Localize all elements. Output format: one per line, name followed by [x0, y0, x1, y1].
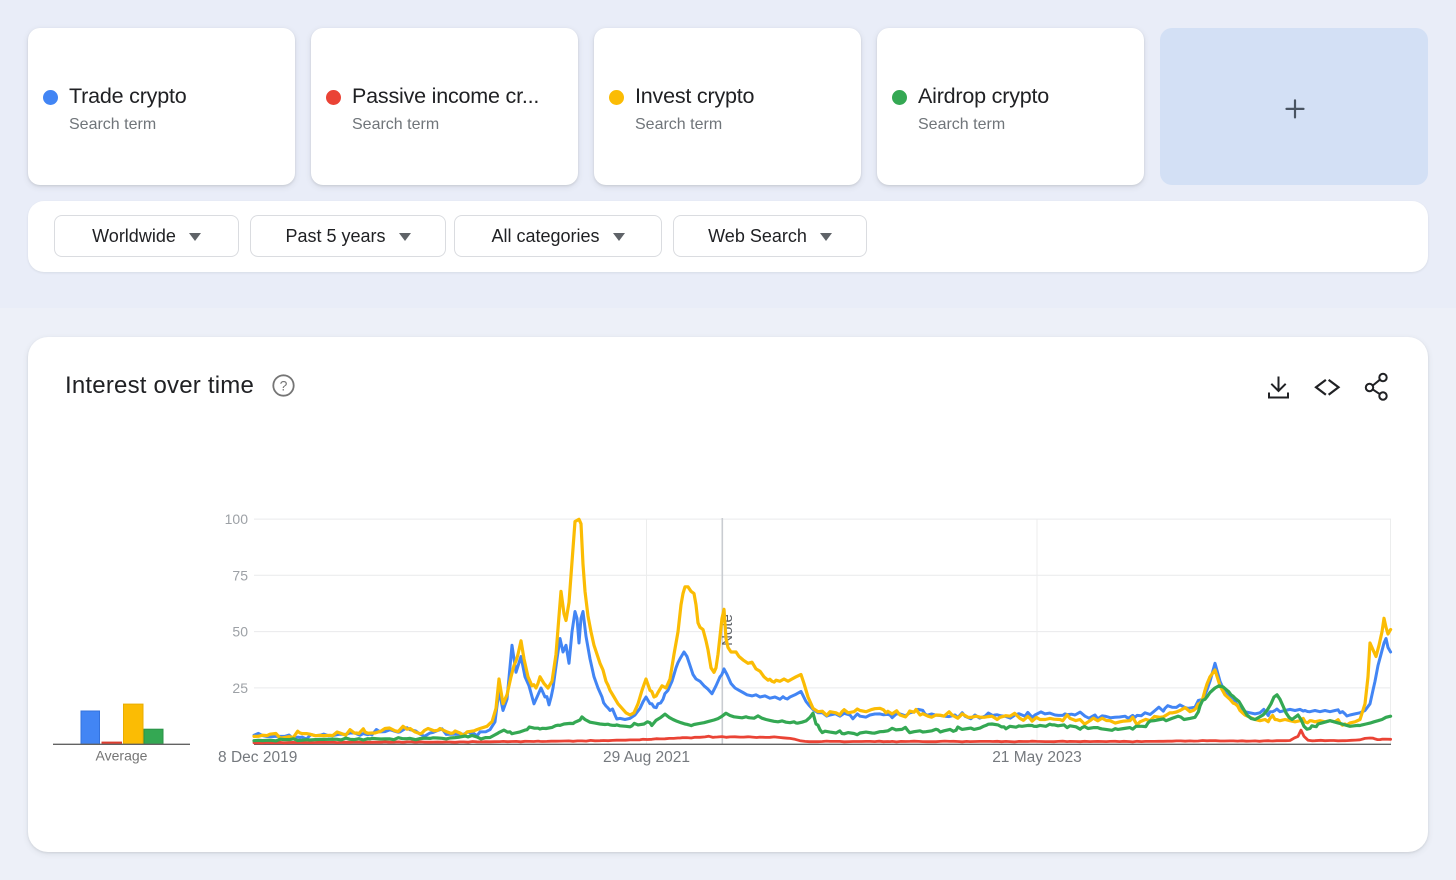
- svg-text:29 Aug 2021: 29 Aug 2021: [603, 749, 690, 766]
- svg-text:50: 50: [232, 624, 248, 640]
- svg-text:25: 25: [232, 680, 248, 696]
- svg-text:75: 75: [232, 567, 248, 583]
- svg-text:100: 100: [225, 511, 249, 527]
- svg-text:?: ?: [280, 378, 288, 394]
- svg-text:21 May 2023: 21 May 2023: [992, 749, 1082, 766]
- svg-text:Note: Note: [719, 614, 736, 646]
- svg-text:Average: Average: [96, 748, 148, 764]
- svg-text:8 Dec 2019: 8 Dec 2019: [218, 749, 297, 766]
